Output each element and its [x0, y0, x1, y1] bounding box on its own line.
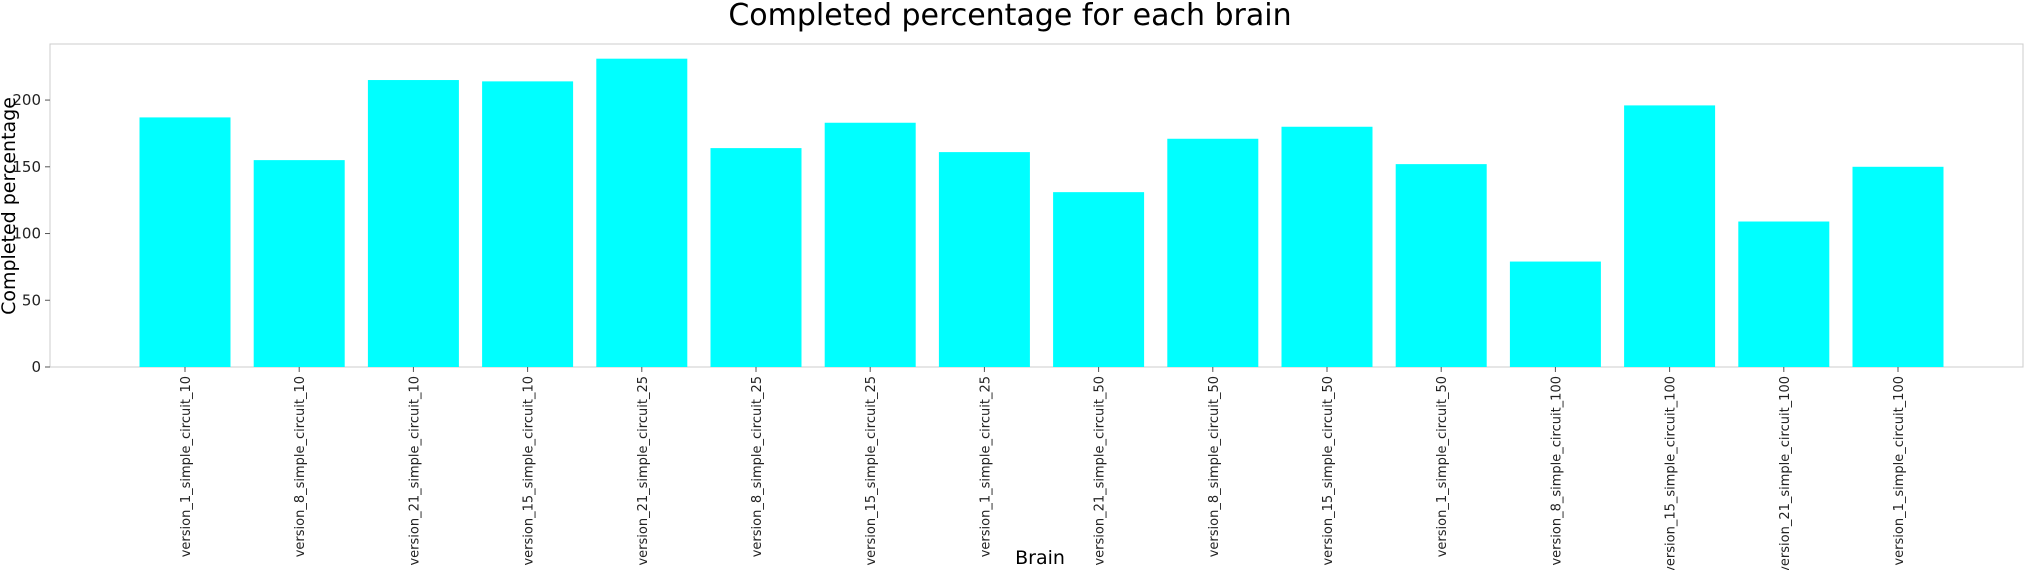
bar [139, 117, 231, 367]
x-tick-label: version_8_simple_circuit_50 [1207, 376, 1222, 557]
x-tick-label: version_21_simple_circuit_10 [407, 376, 422, 566]
x-tick-label: version_21_simple_circuit_100 [1778, 376, 1793, 570]
y-tick-label: 50 [22, 291, 41, 309]
bar [367, 80, 459, 367]
x-tick-label: version_15_simple_circuit_10 [522, 376, 537, 566]
bar [1624, 105, 1716, 367]
x-tick-label: version_1_simple_circuit_25 [978, 376, 993, 557]
x-tick-label: version_15_simple_circuit_50 [1321, 376, 1336, 566]
y-axis-label: Completed percentage [0, 97, 20, 315]
x-tick-label: version_21_simple_circuit_50 [1093, 376, 1108, 566]
x-tick-label: version_1_simple_circuit_100 [1892, 376, 1907, 566]
bar [1852, 166, 1944, 367]
y-tick-label: 100 [12, 225, 41, 243]
x-tick-label: version_8_simple_circuit_25 [750, 376, 765, 557]
bar [482, 81, 574, 368]
y-tick-label: 150 [12, 158, 41, 176]
bar [710, 148, 802, 367]
bar-series [139, 58, 1944, 368]
x-tick-label: version_15_simple_circuit_25 [864, 376, 879, 566]
x-tick-label: version_8_simple_circuit_10 [293, 376, 308, 557]
bar [938, 152, 1030, 367]
bar [1738, 221, 1830, 367]
y-axis: 0 50 100 150 200 [12, 91, 50, 376]
x-tick-label: version_1_simple_circuit_10 [179, 376, 194, 557]
bar [1509, 261, 1601, 367]
y-tick-label: 0 [31, 358, 41, 376]
y-tick-label: 200 [12, 91, 41, 109]
bar [1053, 192, 1145, 367]
x-tick-label: version_1_simple_circuit_50 [1435, 376, 1450, 557]
x-tick-label: version_21_simple_circuit_25 [636, 376, 651, 566]
bar [1167, 138, 1259, 367]
bar [1281, 126, 1373, 367]
x-tick-label: version_8_simple_circuit_100 [1549, 376, 1564, 566]
plot-area-frame [49, 43, 2024, 368]
bar [1395, 164, 1487, 367]
x-axis-label: Brain [1015, 547, 1065, 569]
bar [824, 122, 916, 368]
x-tick-label: version_15_simple_circuit_100 [1664, 376, 1679, 570]
bar [253, 160, 345, 367]
x-axis: version_1_simple_circuit_10 version_8_sim… [179, 367, 1907, 570]
bar [596, 58, 688, 367]
chart-title: Completed percentage for each brain [728, 0, 1291, 33]
